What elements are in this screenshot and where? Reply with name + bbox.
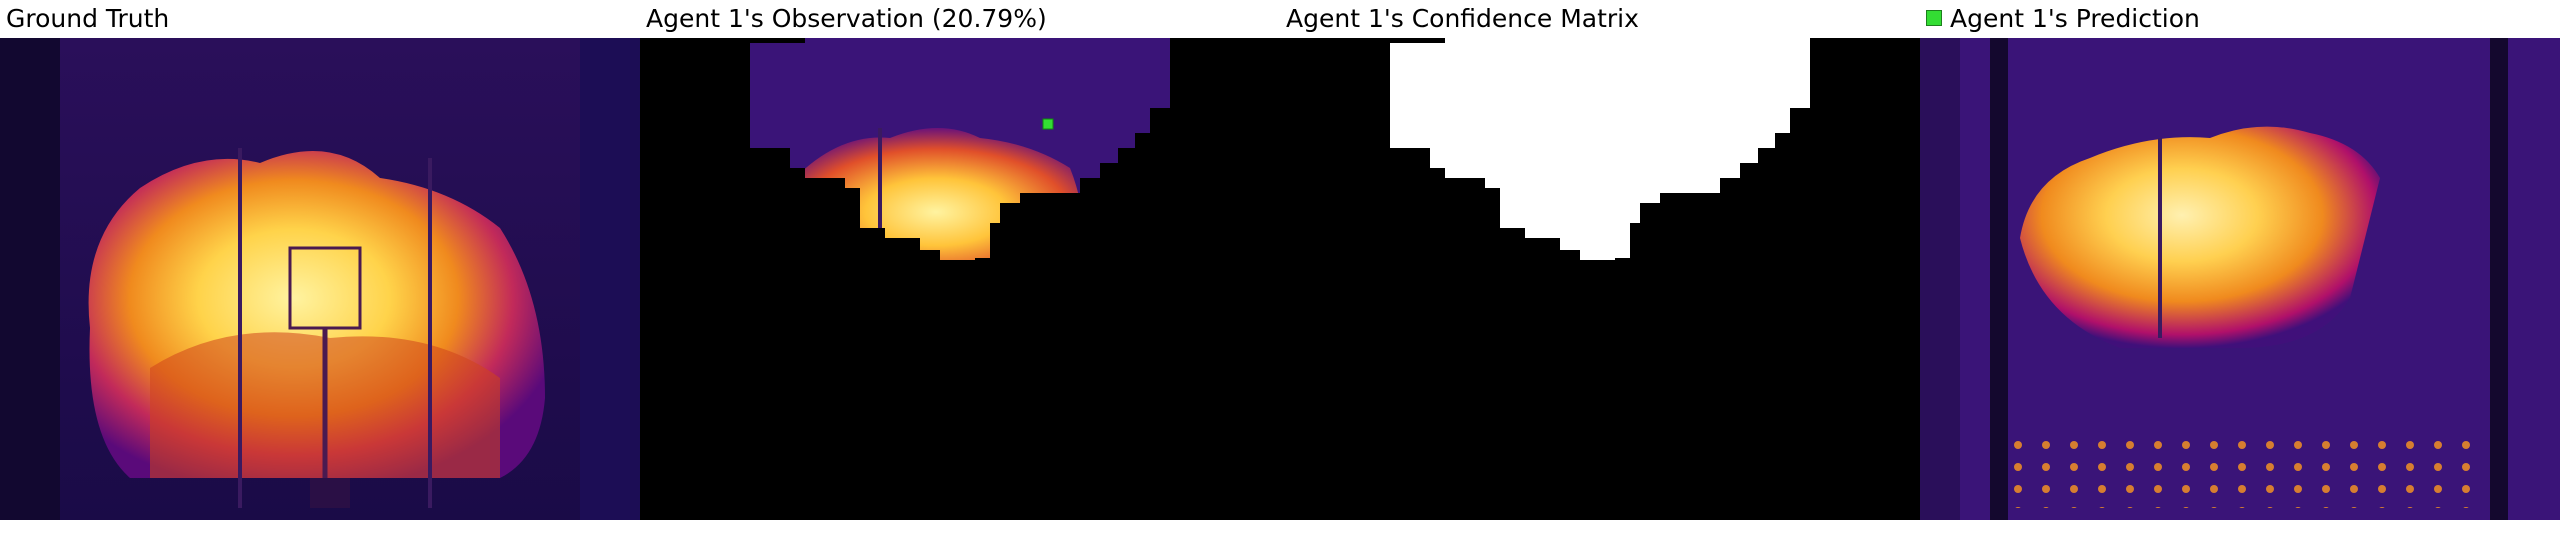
confidence-title: Agent 1's Confidence Matrix bbox=[1286, 4, 1639, 33]
prediction-thermal-image bbox=[1920, 38, 2560, 520]
confidence-known-region bbox=[1390, 38, 1810, 260]
confidence-matrix-image bbox=[1280, 38, 1920, 520]
prediction-panel bbox=[1920, 38, 2560, 520]
agent-marker-legend-icon bbox=[1926, 10, 1942, 26]
observation-title: Agent 1's Observation (20.79%) bbox=[646, 4, 1047, 33]
confidence-panel bbox=[1280, 38, 1920, 520]
prediction-title-label: Agent 1's Prediction bbox=[1950, 4, 2200, 33]
observation-masked-image bbox=[640, 38, 1280, 520]
ground-truth-panel bbox=[0, 38, 640, 520]
prediction-title: Agent 1's Prediction bbox=[1926, 0, 2200, 38]
observation-panel bbox=[640, 38, 1280, 520]
agent-position-marker bbox=[1042, 118, 1054, 130]
ground-truth-thermal-image bbox=[0, 38, 640, 520]
ground-truth-title: Ground Truth bbox=[6, 4, 170, 33]
